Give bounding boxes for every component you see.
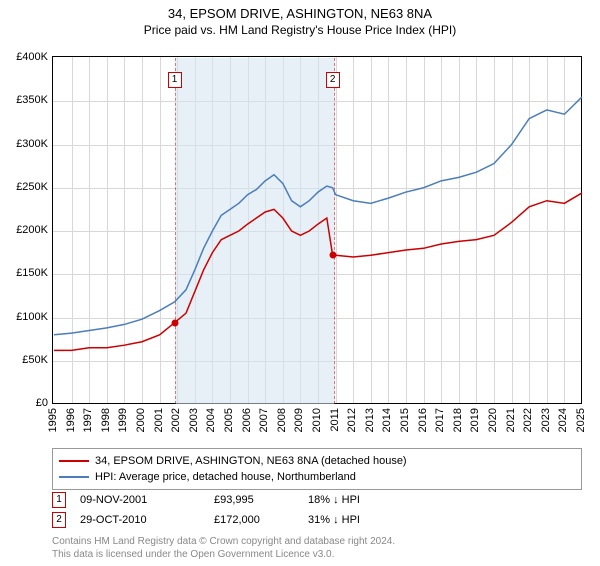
legend-item: HPI: Average price, detached house, Nort… (59, 469, 575, 485)
x-axis-label: 2005 (223, 408, 235, 432)
x-axis-label: 2013 (364, 408, 376, 432)
legend-swatch (59, 460, 89, 462)
sale-dot-2 (329, 252, 336, 259)
y-axis-label: £100K (16, 311, 48, 323)
x-axis-label: 2003 (188, 408, 200, 432)
x-axis-label: 2016 (417, 408, 429, 432)
y-axis-label: £150K (16, 267, 48, 279)
y-axis-label: £50K (22, 354, 48, 366)
transaction-marker: 1 (52, 492, 66, 508)
legend-box: 34, EPSOM DRIVE, ASHINGTON, NE63 8NA (de… (52, 448, 582, 490)
y-axis-label: £200K (16, 224, 48, 236)
y-axis-label: £250K (16, 181, 48, 193)
transactions-table: 1 09-NOV-2001 £93,995 18% ↓ HPI 2 29-OCT-2010… (52, 490, 582, 530)
x-axis-label: 1998 (100, 408, 112, 432)
transaction-marker: 2 (52, 512, 66, 528)
footer-line-1: Contains HM Land Registry data © Crown c… (52, 536, 395, 549)
x-axis-label: 2022 (522, 408, 534, 432)
x-axis-label: 2002 (170, 408, 182, 432)
series-hpi (54, 97, 582, 335)
footer-line-2: This data is licensed under the Open Gov… (52, 549, 395, 562)
transaction-date: 09-NOV-2001 (80, 494, 200, 506)
series-property (54, 193, 582, 350)
x-axis-label: 1995 (47, 408, 59, 432)
sale-marker-1: 1 (168, 72, 182, 88)
x-axis-label: 2021 (505, 408, 517, 432)
transaction-row: 1 09-NOV-2001 £93,995 18% ↓ HPI (52, 490, 582, 510)
x-axis-label: 2010 (311, 408, 323, 432)
x-axis-label: 2018 (452, 408, 464, 432)
x-axis-label: 1996 (65, 408, 77, 432)
x-axis-label: 2000 (135, 408, 147, 432)
x-axis-label: 2008 (276, 408, 288, 432)
x-axis-label: 2025 (575, 408, 587, 432)
x-axis-label: 2004 (205, 408, 217, 432)
x-axis-label: 2023 (540, 408, 552, 432)
legend-label: 34, EPSOM DRIVE, ASHINGTON, NE63 8NA (de… (95, 455, 407, 467)
x-axis-label: 2011 (329, 408, 341, 432)
transaction-diff: 18% ↓ HPI (308, 494, 408, 506)
series-svg (53, 57, 583, 405)
x-axis-label: 2014 (381, 408, 393, 432)
transaction-price: £172,000 (214, 514, 294, 526)
chart-area: 12 £0£50K£100K£150K£200K£250K£300K£350K£… (52, 56, 582, 404)
chart-subtitle: Price paid vs. HM Land Registry's House … (0, 23, 600, 37)
x-axis-label: 1999 (117, 408, 129, 432)
transaction-diff: 31% ↓ HPI (308, 514, 408, 526)
y-axis-label: £350K (16, 94, 48, 106)
x-axis-label: 2024 (557, 408, 569, 432)
sale-marker-2: 2 (326, 72, 340, 88)
transaction-row: 2 29-OCT-2010 £172,000 31% ↓ HPI (52, 510, 582, 530)
legend-swatch (59, 476, 89, 478)
footer-attribution: Contains HM Land Registry data © Crown c… (52, 536, 395, 561)
x-axis-label: 2007 (258, 408, 270, 432)
x-axis-label: 2001 (153, 408, 165, 432)
x-axis-label: 2015 (399, 408, 411, 432)
x-axis-label: 2020 (487, 408, 499, 432)
x-axis-label: 2006 (241, 408, 253, 432)
chart-container: 34, EPSOM DRIVE, ASHINGTON, NE63 8NA Pri… (0, 6, 600, 566)
legend-label: HPI: Average price, detached house, Nort… (95, 471, 356, 483)
transaction-price: £93,995 (214, 494, 294, 506)
x-axis-label: 2009 (293, 408, 305, 432)
legend-item: 34, EPSOM DRIVE, ASHINGTON, NE63 8NA (de… (59, 453, 575, 469)
x-axis-label: 2019 (469, 408, 481, 432)
sale-dot-1 (171, 319, 178, 326)
x-axis-label: 2017 (434, 408, 446, 432)
transaction-date: 29-OCT-2010 (80, 514, 200, 526)
y-axis-label: £300K (16, 138, 48, 150)
x-axis-label: 2012 (346, 408, 358, 432)
x-axis-label: 1997 (82, 408, 94, 432)
chart-title: 34, EPSOM DRIVE, ASHINGTON, NE63 8NA (0, 6, 600, 21)
plot-region: 12 (52, 56, 582, 404)
y-axis-label: £400K (16, 51, 48, 63)
